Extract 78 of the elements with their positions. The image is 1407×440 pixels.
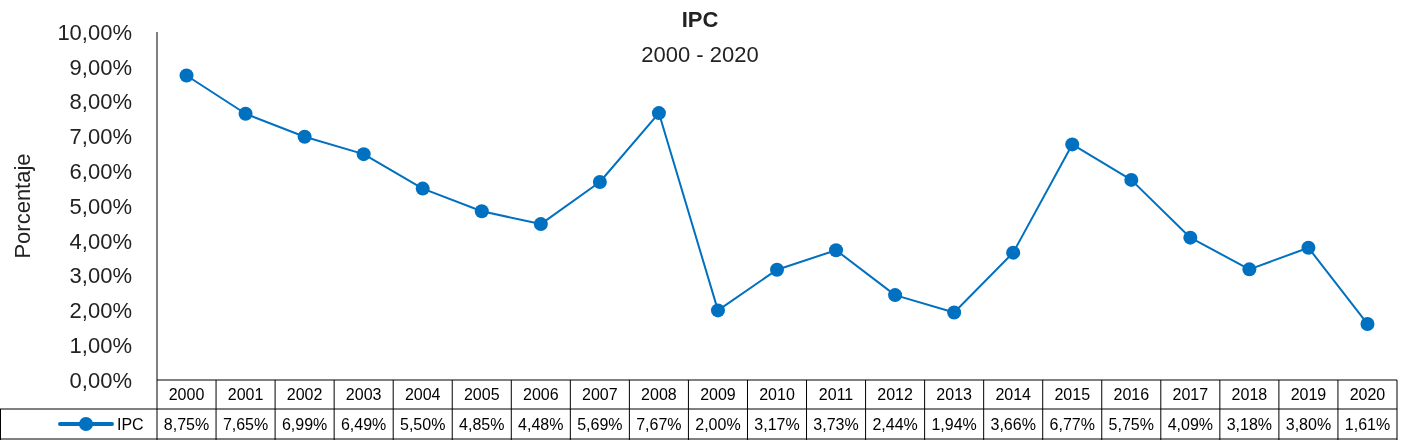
point: [1242, 262, 1257, 277]
data-label: 4,48%: [518, 415, 564, 433]
point: [474, 204, 489, 219]
data-label: 2,00%: [695, 415, 741, 433]
data-label: 2,44%: [872, 415, 918, 433]
point: [179, 68, 194, 83]
data-label: 1,61%: [1344, 415, 1391, 433]
x-tick-label: 2017: [1172, 386, 1209, 404]
data-label: 6,99%: [281, 415, 328, 433]
data-label: 1,94%: [931, 415, 977, 433]
point: [1301, 240, 1316, 255]
data-label: 3,66%: [990, 415, 1036, 433]
point: [651, 106, 666, 121]
x-tick-label: 2002: [286, 386, 323, 404]
point: [356, 147, 371, 162]
x-tick-label: 2020: [1349, 386, 1386, 404]
point: [415, 181, 430, 196]
x-tick-label: 2010: [759, 386, 795, 404]
y-tick-label: 8,00%: [69, 89, 132, 115]
point: [1183, 230, 1198, 245]
data-label: 4,09%: [1167, 415, 1214, 433]
data-label: 8,75%: [163, 415, 210, 433]
point: [1360, 316, 1375, 331]
data-label: 3,80%: [1285, 415, 1332, 433]
data-label: 5,75%: [1108, 415, 1154, 433]
point: [592, 174, 607, 189]
y-axis-title: Porcentaje: [10, 153, 35, 259]
data-label: 7,67%: [636, 415, 682, 433]
x-tick-label: 2007: [582, 386, 618, 404]
y-tick-label: 6,00%: [69, 158, 132, 184]
x-tick-label: 2018: [1231, 386, 1268, 404]
point: [1006, 245, 1021, 260]
x-tick-label: 2004: [404, 386, 441, 404]
x-tick-label: 2009: [700, 386, 736, 404]
data-label: 4,85%: [459, 415, 505, 433]
point: [829, 243, 844, 258]
y-tick-label: 5,00%: [69, 193, 132, 219]
x-tick-label: 2012: [877, 386, 913, 404]
x-tick-label: 2006: [523, 386, 559, 404]
y-tick-label: 4,00%: [69, 228, 132, 254]
point: [770, 262, 784, 277]
point: [710, 303, 725, 318]
y-tick-label: 2,00%: [69, 298, 132, 324]
point: [238, 106, 253, 121]
point: [297, 129, 312, 144]
y-tick-label: 7,00%: [69, 124, 132, 150]
x-tick-label: 2000: [168, 386, 205, 404]
x-tick-label: 2013: [936, 386, 973, 404]
chart-title: IPC: [681, 7, 719, 32]
y-tick-label: 0,00%: [69, 367, 132, 393]
point: [533, 217, 548, 232]
x-tick-label: 2008: [641, 386, 677, 404]
point: [1124, 172, 1139, 187]
point: [888, 288, 903, 303]
point: [947, 305, 962, 320]
data-label: 3,17%: [754, 415, 800, 433]
x-tick-label: 2015: [1054, 386, 1091, 404]
data-label: 5,69%: [577, 415, 623, 433]
data-label: 7,65%: [222, 415, 269, 433]
legend-label: IPC: [117, 415, 144, 433]
x-tick-label: 2016: [1113, 386, 1150, 404]
data-label: 6,77%: [1049, 415, 1095, 433]
data-label: 3,73%: [813, 415, 859, 433]
point: [1065, 137, 1080, 152]
y-tick-label: 3,00%: [69, 263, 132, 289]
text: 2000 - 2020: [641, 42, 759, 67]
x-tick-label: 2001: [227, 386, 264, 404]
data-label: 3,18%: [1226, 415, 1273, 433]
x-tick-label: 2003: [345, 386, 382, 404]
y-tick-label: 1,00%: [69, 332, 132, 358]
y-tick-label: 10,00%: [57, 19, 132, 45]
data-label: 5,50%: [400, 415, 446, 433]
x-tick-label: 2011: [818, 386, 854, 404]
y-tick-label: 9,00%: [69, 54, 132, 80]
data-label: 6,49%: [340, 415, 387, 433]
x-tick-label: 2019: [1290, 386, 1327, 404]
x-tick-label: 2014: [995, 386, 1032, 404]
x-tick-label: 2005: [463, 386, 500, 404]
